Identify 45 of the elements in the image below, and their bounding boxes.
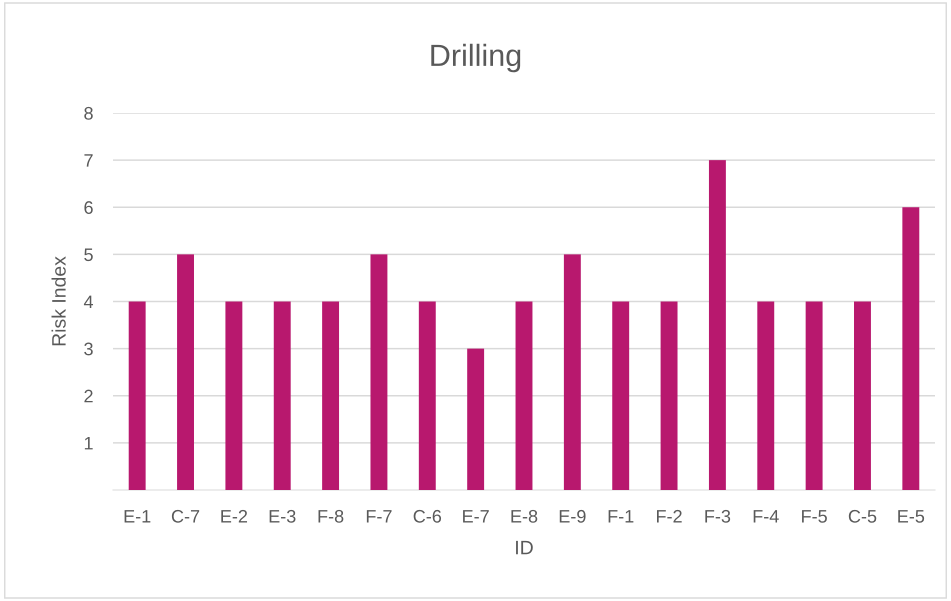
bar (902, 207, 920, 490)
x-tick-label: F-3 (705, 510, 730, 523)
x-tick-label: E-9 (560, 510, 586, 523)
x-tick-label: F-8 (318, 510, 344, 523)
bar (128, 302, 146, 490)
x-tick-label: F-5 (802, 510, 827, 523)
bar (806, 302, 823, 490)
y-tick-label: 8 (84, 106, 93, 120)
bar (708, 160, 726, 490)
x-tick-label: F-4 (754, 510, 779, 523)
bar (854, 302, 871, 490)
bar (418, 302, 436, 490)
bar (225, 302, 242, 490)
y-tick-label: 5 (84, 248, 93, 262)
x-tick-label: E-7 (463, 510, 489, 523)
x-tick-label: F-7 (366, 510, 392, 523)
x-tick-label: C-5 (848, 510, 876, 523)
y-tick-label: 2 (84, 390, 93, 402)
bar (612, 302, 630, 490)
bar (660, 302, 678, 490)
chart-title: Drilling (431, 44, 520, 72)
x-tick-label: F-2 (657, 510, 682, 523)
y-tick-label: 6 (84, 201, 93, 214)
x-tick-label: E-8 (511, 510, 538, 523)
bar (467, 348, 484, 490)
bar (177, 254, 194, 490)
bar (757, 302, 774, 490)
bar (516, 302, 532, 490)
x-tick-label: E-5 (898, 510, 924, 523)
bar (322, 302, 340, 490)
x-tick-label: F-1 (608, 510, 634, 523)
x-tick-label: C-7 (172, 510, 200, 523)
x-axis-title: ID (516, 540, 533, 554)
bar (274, 302, 291, 490)
x-tick-label: C-6 (414, 510, 442, 523)
y-tick-label: 3 (84, 342, 93, 356)
x-tick-label: E-1 (124, 510, 150, 523)
y-tick-label: 7 (84, 154, 93, 167)
x-tick-label: E-2 (221, 510, 248, 523)
bar (370, 254, 388, 490)
y-tick-label: 1 (84, 436, 93, 450)
y-axis-title: Risk Index (52, 256, 66, 346)
x-tick-label: E-3 (270, 510, 296, 523)
y-tick-label: 4 (84, 296, 94, 308)
bar (564, 254, 581, 490)
